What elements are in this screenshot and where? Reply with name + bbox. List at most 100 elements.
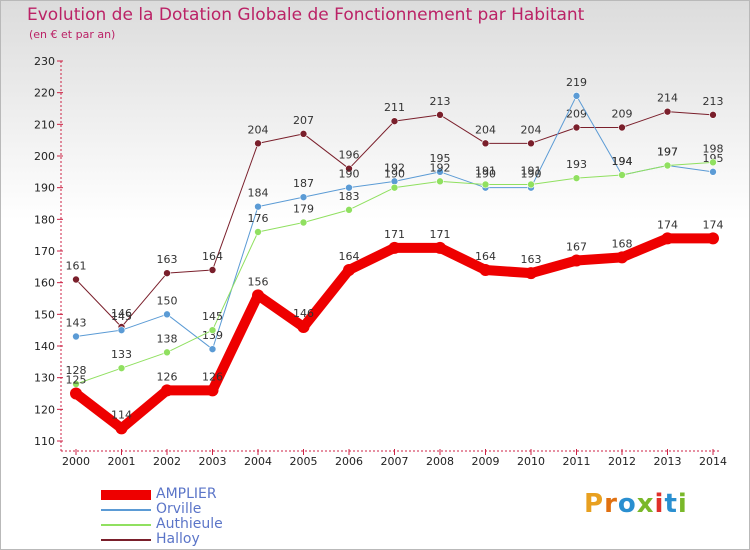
data-point-authieule xyxy=(390,183,399,192)
data-label-orville: 187 xyxy=(293,177,314,190)
x-tick-label: 2009 xyxy=(472,455,500,468)
data-label-authieule: 193 xyxy=(566,158,587,171)
data-point-amplier xyxy=(661,232,674,245)
data-label-amplier: 164 xyxy=(475,250,496,263)
data-label-orville: 150 xyxy=(157,294,178,307)
data-label-amplier: 114 xyxy=(111,408,132,421)
data-label-amplier: 174 xyxy=(703,218,724,231)
data-label-authieule: 191 xyxy=(475,165,496,178)
data-point-authieule xyxy=(163,348,171,357)
data-point-halloy xyxy=(163,269,171,277)
legend-swatch xyxy=(101,524,151,526)
data-label-amplier: 156 xyxy=(248,275,269,288)
data-label-orville: 190 xyxy=(475,168,496,181)
data-point-authieule xyxy=(117,364,126,372)
y-tick-label: 150 xyxy=(34,308,55,321)
data-label-halloy: 214 xyxy=(657,92,678,105)
data-label-authieule: 192 xyxy=(430,161,451,174)
data-point-halloy xyxy=(481,139,490,148)
x-tick-label: 2008 xyxy=(426,455,454,468)
legend-label: Orville xyxy=(156,501,202,517)
data-label-orville: 184 xyxy=(248,187,269,200)
data-label-orville: 145 xyxy=(111,310,132,323)
x-tick-label: 2013 xyxy=(654,455,682,468)
data-label-amplier: 125 xyxy=(66,374,87,387)
data-label-authieule: 133 xyxy=(111,348,132,361)
data-label-halloy: 163 xyxy=(157,253,178,266)
data-point-amplier xyxy=(525,267,537,280)
data-point-halloy xyxy=(299,130,308,138)
data-label-orville: 190 xyxy=(339,168,360,181)
data-label-authieule: 179 xyxy=(293,203,314,216)
data-label-halloy: 211 xyxy=(384,101,405,114)
data-label-authieule: 191 xyxy=(521,165,542,178)
data-point-amplier xyxy=(479,264,492,276)
data-label-halloy: 207 xyxy=(293,114,314,127)
data-point-amplier xyxy=(70,387,82,400)
data-label-halloy: 146 xyxy=(111,307,132,320)
data-label-authieule: 128 xyxy=(66,364,87,377)
data-label-amplier: 146 xyxy=(293,307,314,320)
chart-subtitle: (en € et par an) xyxy=(29,28,116,41)
data-label-amplier: 126 xyxy=(202,370,223,383)
data-point-amplier xyxy=(388,241,401,254)
x-tick-label: 2012 xyxy=(608,455,636,468)
data-point-amplier xyxy=(297,321,310,333)
y-tick-label: 160 xyxy=(34,277,55,290)
data-point-halloy xyxy=(208,266,217,274)
data-label-amplier: 126 xyxy=(157,370,178,383)
data-label-authieule: 138 xyxy=(157,332,178,345)
y-tick-label: 210 xyxy=(34,118,55,131)
legend-label: Halloy xyxy=(156,531,200,547)
data-label-authieule: 197 xyxy=(657,146,678,159)
data-label-halloy: 209 xyxy=(612,108,633,121)
data-label-halloy: 213 xyxy=(430,95,451,108)
data-label-halloy: 204 xyxy=(248,123,269,136)
data-point-authieule xyxy=(254,228,262,236)
data-label-halloy: 209 xyxy=(566,108,587,121)
data-point-authieule xyxy=(481,180,490,189)
data-label-orville: 143 xyxy=(66,317,87,330)
x-tick-label: 2014 xyxy=(699,455,727,468)
data-label-orville: 190 xyxy=(521,168,542,181)
data-label-amplier: 174 xyxy=(657,218,678,231)
chart-title: Evolution de la Dotation Globale de Fonc… xyxy=(27,5,585,25)
x-tick-label: 2005 xyxy=(290,455,318,468)
data-point-orville xyxy=(117,326,126,334)
x-tick-label: 2007 xyxy=(381,455,409,468)
data-point-amplier xyxy=(206,384,219,397)
data-point-halloy xyxy=(390,117,399,125)
data-point-orville xyxy=(709,168,717,176)
data-label-halloy: 161 xyxy=(66,260,87,273)
x-tick-label: 2004 xyxy=(244,455,272,468)
x-tick-label: 2000 xyxy=(62,455,90,468)
y-tick-label: 230 xyxy=(34,55,55,68)
data-point-halloy xyxy=(436,111,444,119)
data-point-amplier xyxy=(434,241,446,254)
data-label-halloy: 164 xyxy=(202,250,223,263)
data-point-orville xyxy=(572,92,581,100)
data-point-orville xyxy=(345,183,353,192)
y-tick-label: 180 xyxy=(34,213,55,226)
data-point-orville xyxy=(299,193,308,201)
y-tick-label: 200 xyxy=(34,150,55,163)
proxiti-logo: Proxiti xyxy=(584,489,688,519)
legend-swatch xyxy=(101,490,151,500)
data-label-orville: 192 xyxy=(384,161,405,174)
data-label-authieule: 176 xyxy=(248,212,269,225)
data-point-authieule xyxy=(709,158,717,167)
data-point-amplier xyxy=(115,422,128,435)
legend-label: AMPLIER xyxy=(156,486,217,502)
data-label-halloy: 213 xyxy=(703,95,724,108)
data-point-authieule xyxy=(572,174,581,182)
data-point-authieule xyxy=(618,171,626,179)
data-label-amplier: 164 xyxy=(339,250,360,263)
y-tick-label: 140 xyxy=(34,340,55,353)
data-point-amplier xyxy=(343,264,355,276)
data-point-authieule xyxy=(208,326,217,334)
data-point-amplier xyxy=(570,254,583,267)
data-label-orville: 219 xyxy=(566,76,587,89)
data-point-authieule xyxy=(299,218,308,227)
data-point-orville xyxy=(163,310,171,319)
